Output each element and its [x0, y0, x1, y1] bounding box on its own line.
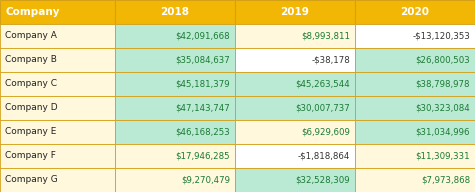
- Text: Company F: Company F: [5, 151, 56, 161]
- Text: $8,993,811: $8,993,811: [301, 31, 350, 41]
- Text: Company E: Company E: [5, 127, 57, 137]
- Text: 2020: 2020: [400, 7, 429, 17]
- Bar: [115, 24, 235, 48]
- Text: $38,798,978: $38,798,978: [416, 79, 470, 89]
- Bar: [0, 96, 115, 120]
- Text: $35,084,637: $35,084,637: [175, 55, 230, 65]
- Text: $7,973,868: $7,973,868: [421, 175, 470, 185]
- Text: -$1,818,864: -$1,818,864: [298, 151, 350, 161]
- Bar: [355, 96, 475, 120]
- Bar: [235, 24, 355, 48]
- Text: Company B: Company B: [5, 55, 57, 65]
- Bar: [355, 24, 475, 48]
- Text: Company A: Company A: [5, 31, 57, 41]
- Text: 2019: 2019: [281, 7, 309, 17]
- Text: $46,168,253: $46,168,253: [175, 127, 230, 137]
- Text: $30,323,084: $30,323,084: [415, 103, 470, 113]
- Bar: [0, 144, 115, 168]
- Text: -$38,178: -$38,178: [311, 55, 350, 65]
- Text: $45,263,544: $45,263,544: [295, 79, 350, 89]
- Bar: [355, 0, 475, 24]
- Text: $47,143,747: $47,143,747: [175, 103, 230, 113]
- Bar: [0, 72, 115, 96]
- Text: $17,946,285: $17,946,285: [175, 151, 230, 161]
- Bar: [355, 168, 475, 192]
- Bar: [115, 96, 235, 120]
- Text: Company D: Company D: [5, 103, 57, 113]
- Bar: [235, 48, 355, 72]
- Text: Company G: Company G: [5, 175, 58, 185]
- Bar: [235, 120, 355, 144]
- Bar: [115, 144, 235, 168]
- Text: $6,929,609: $6,929,609: [301, 127, 350, 137]
- Text: $42,091,668: $42,091,668: [175, 31, 230, 41]
- Bar: [0, 168, 115, 192]
- Bar: [235, 144, 355, 168]
- Bar: [0, 24, 115, 48]
- Text: $9,270,479: $9,270,479: [181, 175, 230, 185]
- Bar: [0, 0, 115, 24]
- Bar: [115, 72, 235, 96]
- Text: $45,181,379: $45,181,379: [175, 79, 230, 89]
- Bar: [115, 120, 235, 144]
- Bar: [0, 120, 115, 144]
- Bar: [115, 48, 235, 72]
- Bar: [235, 0, 355, 24]
- Text: $26,800,503: $26,800,503: [415, 55, 470, 65]
- Text: $31,034,996: $31,034,996: [416, 127, 470, 137]
- Bar: [355, 120, 475, 144]
- Bar: [115, 0, 235, 24]
- Bar: [355, 48, 475, 72]
- Text: $32,528,309: $32,528,309: [295, 175, 350, 185]
- Bar: [235, 72, 355, 96]
- Text: $30,007,737: $30,007,737: [295, 103, 350, 113]
- Text: -$13,120,353: -$13,120,353: [412, 31, 470, 41]
- Bar: [0, 48, 115, 72]
- Bar: [235, 168, 355, 192]
- Bar: [235, 96, 355, 120]
- Bar: [355, 144, 475, 168]
- Text: $11,309,331: $11,309,331: [415, 151, 470, 161]
- Text: Company C: Company C: [5, 79, 57, 89]
- Bar: [355, 72, 475, 96]
- Text: 2018: 2018: [161, 7, 190, 17]
- Bar: [115, 168, 235, 192]
- Text: Company: Company: [6, 7, 60, 17]
